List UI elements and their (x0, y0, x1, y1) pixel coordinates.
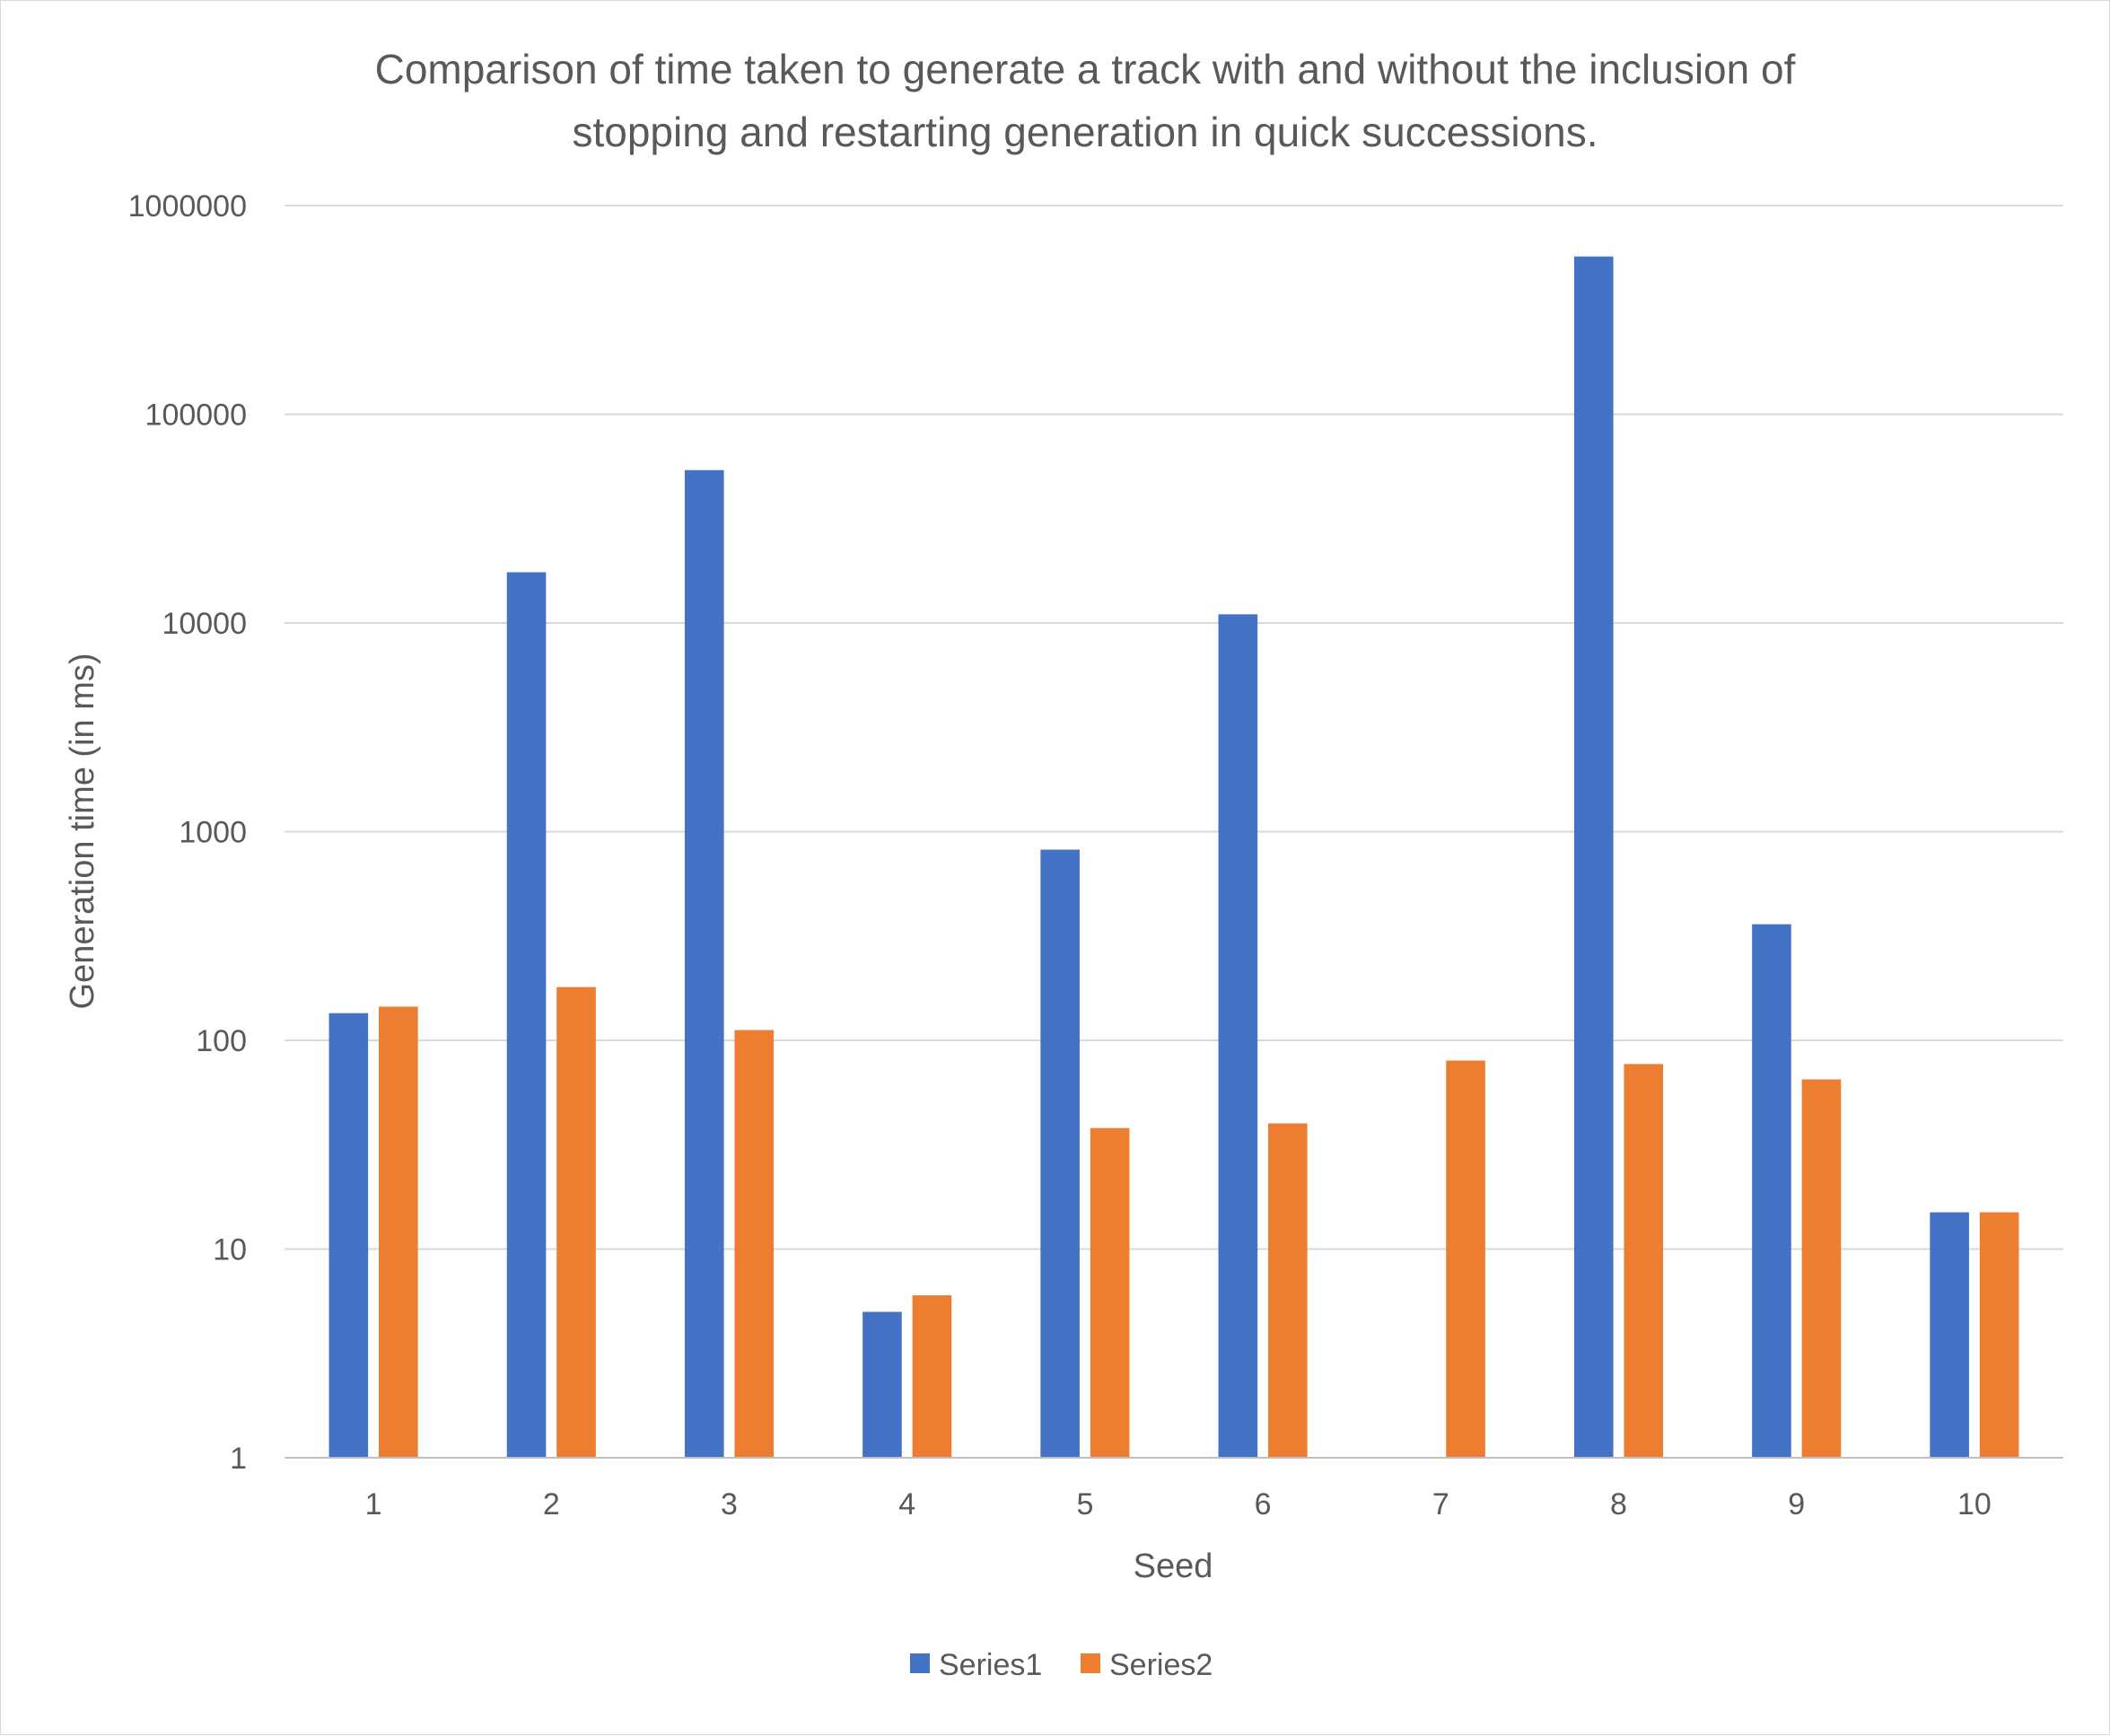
x-tick-label: 7 (1432, 1487, 1449, 1521)
bar-series2-seed-9 (1801, 1079, 1842, 1458)
bar-series1-seed-5 (1040, 849, 1080, 1458)
bar-series2-seed-2 (556, 986, 596, 1458)
x-tick-label: 5 (1076, 1487, 1093, 1521)
bar-series1-seed-8 (1573, 256, 1614, 1459)
y-tick-label: 10 (213, 1233, 247, 1267)
bar-series2-seed-5 (1090, 1127, 1130, 1458)
bar-series2-seed-10 (1979, 1212, 2019, 1458)
x-tick-label: 10 (1957, 1487, 1992, 1521)
y-tick-label: 1000 (179, 816, 247, 850)
bar-series1-seed-1 (328, 1013, 369, 1458)
x-tick-label: 6 (1255, 1487, 1272, 1521)
bar-series1-seed-2 (506, 572, 547, 1458)
chart-title-line-2: stopping and restarting generation in qu… (572, 109, 1598, 155)
legend: Series1 Series2 (910, 1648, 1213, 1682)
bar-series2-seed-6 (1268, 1123, 1308, 1458)
x-tick-label: 8 (1610, 1487, 1627, 1521)
bar-series2-seed-1 (379, 1006, 418, 1458)
bar-series2-seed-3 (734, 1030, 775, 1458)
x-tick-label: 3 (721, 1487, 738, 1521)
chart-title-line-1: Comparison of time taken to generate a t… (375, 46, 1796, 92)
x-tick-label: 4 (898, 1487, 915, 1521)
axes: 1 10 100 1000 10000 100000 1000000 1 2 3 4 5 6 7 8 9 10 (128, 189, 2063, 1521)
x-axis-title: Seed (1134, 1547, 1213, 1585)
y-tick-label: 1 (230, 1442, 247, 1476)
legend-swatch-series1 (910, 1653, 930, 1673)
y-axis-title: Generation time (in ms) (64, 653, 101, 1009)
gridlines (285, 205, 2063, 1250)
x-tick-label: 2 (543, 1487, 560, 1521)
y-tick-label: 1000000 (128, 189, 247, 224)
bar-series1-seed-10 (1930, 1212, 1969, 1458)
bar-series1-seed-3 (684, 469, 724, 1458)
bar-series2-seed-7 (1446, 1060, 1485, 1458)
bar-series2-seed-4 (912, 1295, 952, 1458)
y-tick-label: 100 (196, 1024, 247, 1058)
bars (328, 256, 2019, 1459)
y-tick-label: 10000 (162, 607, 247, 641)
legend-swatch-series2 (1081, 1653, 1100, 1673)
chart-title: Comparison of time taken to generate a t… (375, 46, 1796, 155)
legend-label-series2: Series2 (1109, 1648, 1213, 1682)
bar-series2-seed-8 (1624, 1064, 1664, 1458)
y-tick-label: 100000 (145, 399, 247, 433)
legend-label-series1: Series1 (939, 1648, 1042, 1682)
bar-series1-seed-6 (1218, 614, 1258, 1458)
bar-series1-seed-4 (862, 1311, 902, 1458)
bar-series1-seed-9 (1752, 924, 1791, 1458)
x-tick-label: 1 (365, 1487, 382, 1521)
x-tick-label: 9 (1788, 1487, 1805, 1521)
